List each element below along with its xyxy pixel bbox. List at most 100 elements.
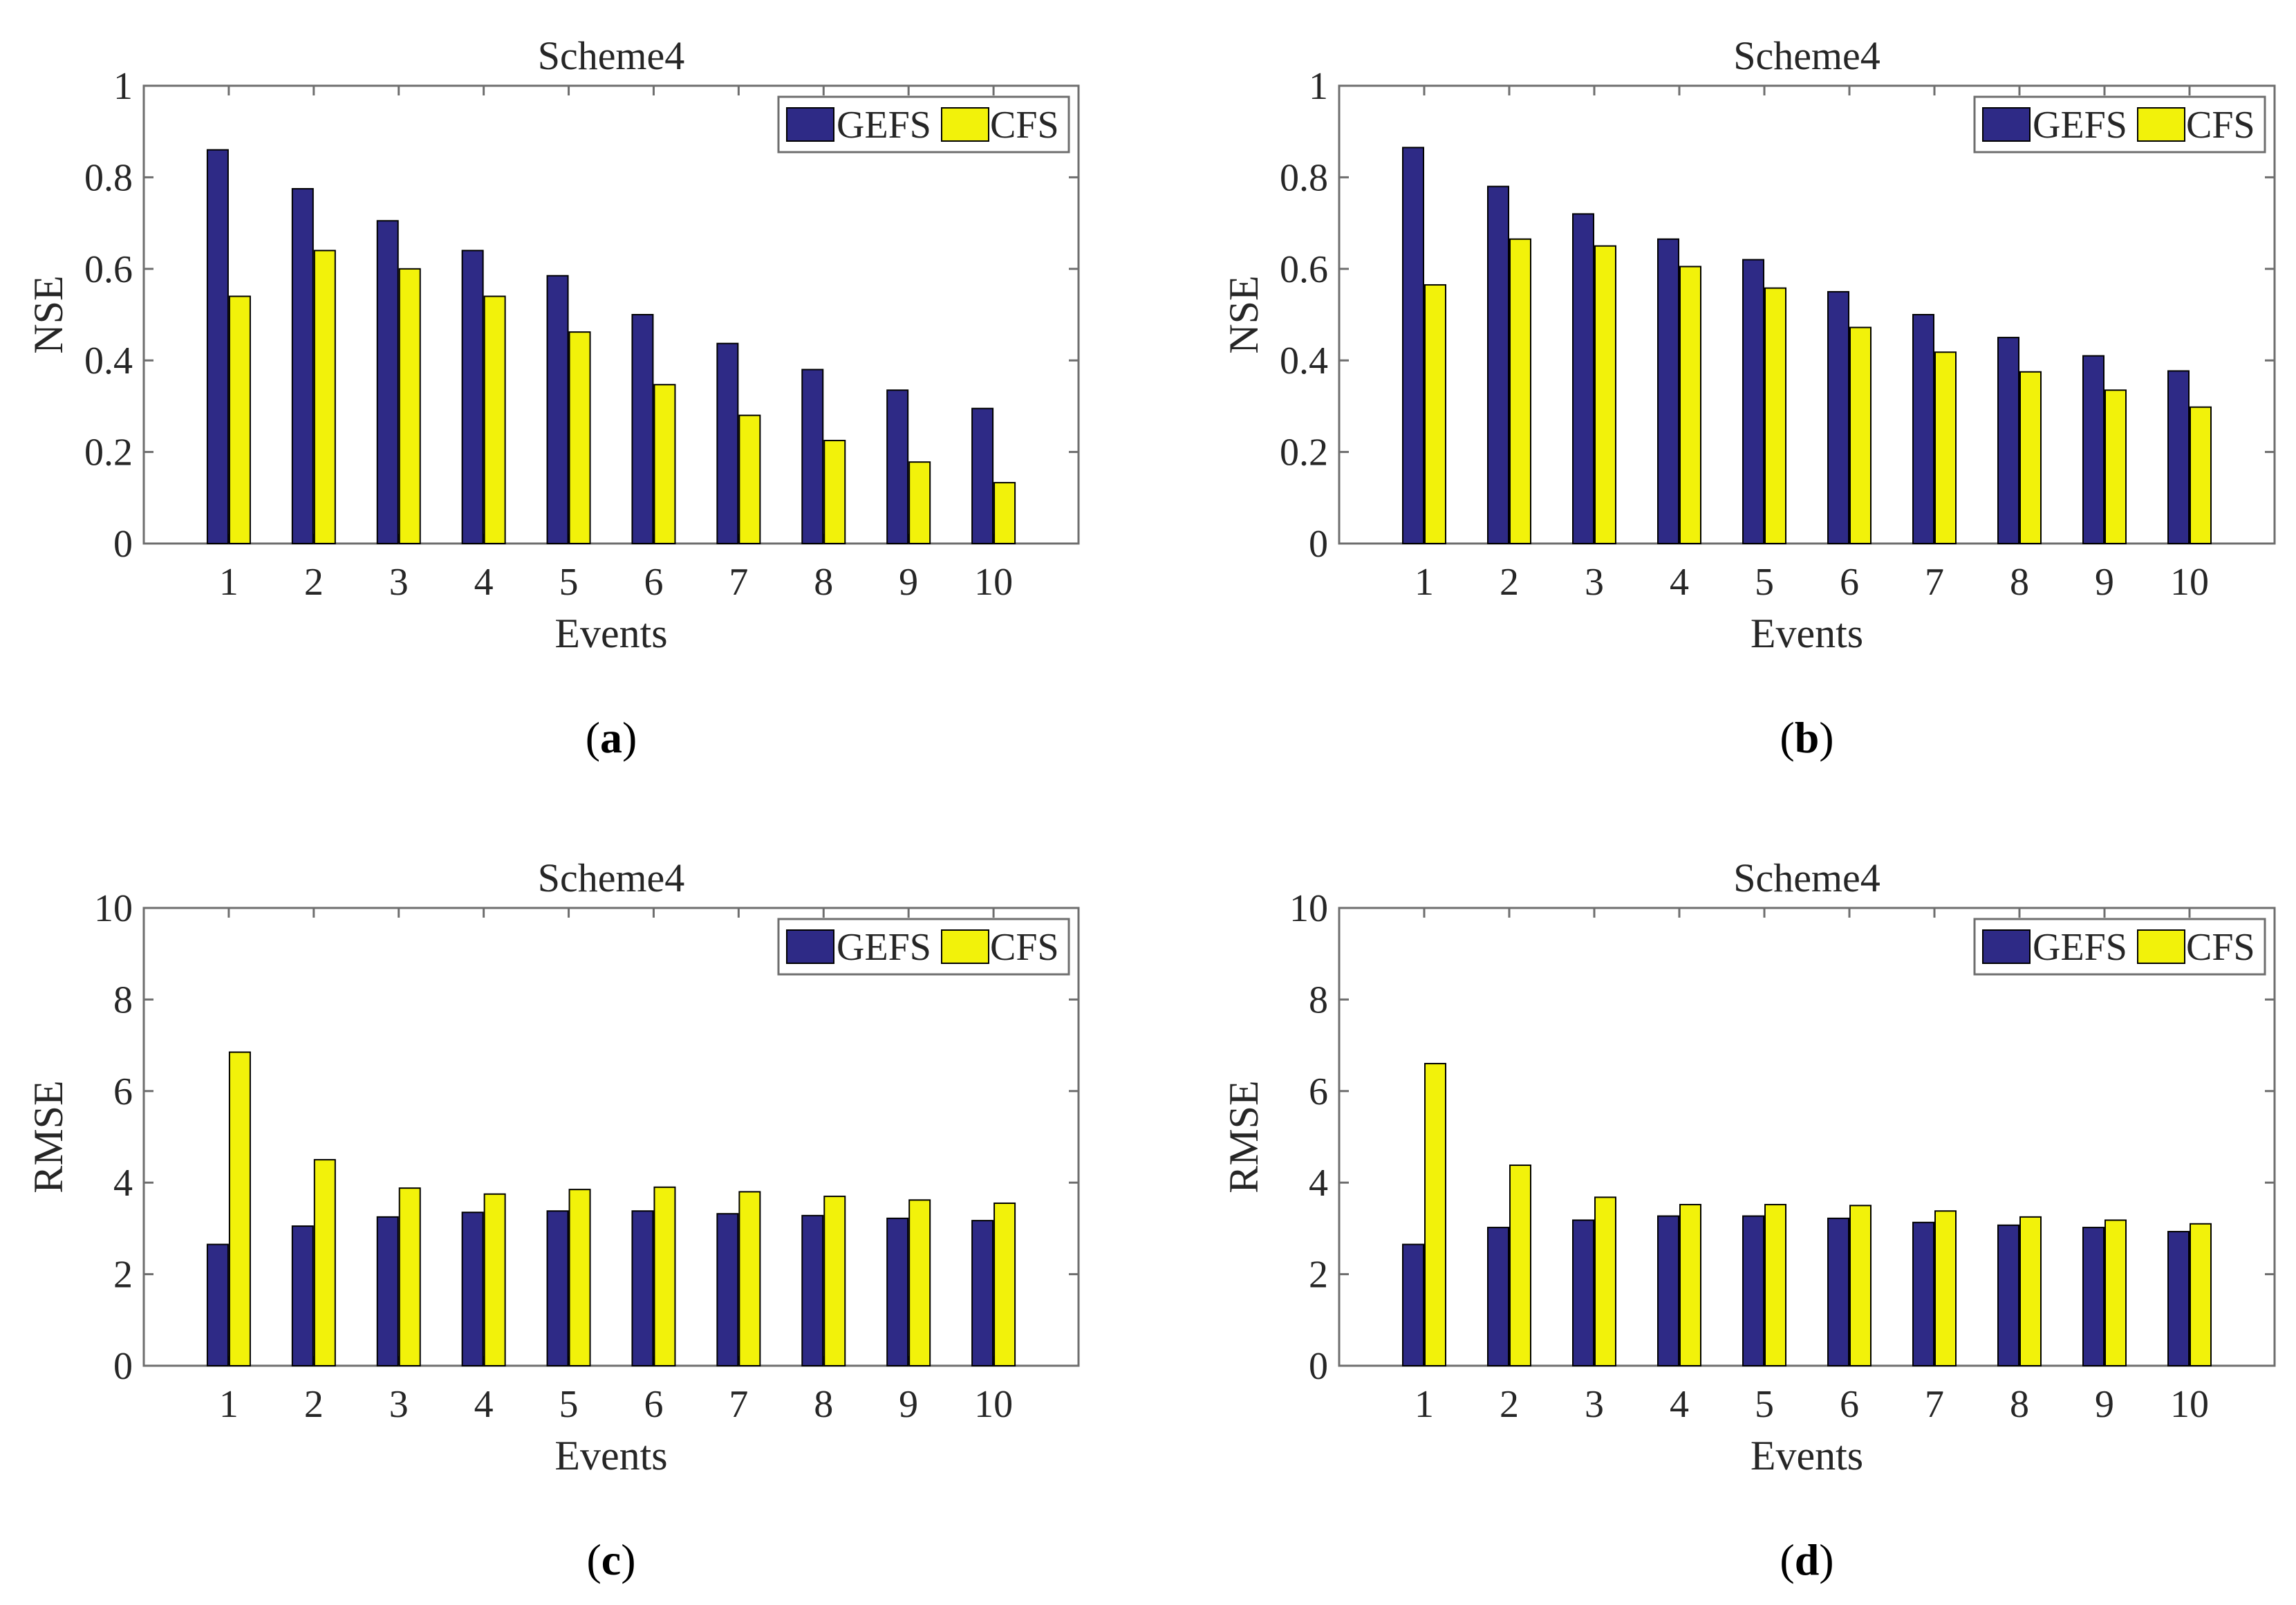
bar-cfs-event-8 [2019, 371, 2042, 544]
bar-cfs-event-2 [313, 250, 336, 544]
panel-caption: (b) [1780, 713, 1833, 762]
x-tick-label: 5 [559, 1383, 579, 1426]
bar-cfs-event-6 [653, 1186, 676, 1366]
bar-cfs-event-3 [398, 1187, 421, 1367]
bar-cfs-event-9 [908, 461, 931, 544]
y-tick-label: 6 [113, 1070, 133, 1113]
bar-cfs-event-5 [568, 1189, 591, 1366]
bar-gefs-event-8 [801, 369, 824, 544]
x-tick-label: 3 [1585, 561, 1604, 604]
legend: GEFS CFS [1973, 918, 2266, 976]
y-axis-label: NSE [26, 275, 71, 353]
bar-cfs-event-8 [2019, 1216, 2042, 1366]
legend-label-cfs: CFS [990, 104, 1059, 147]
caption-close-paren: ) [621, 1535, 635, 1584]
bar-gefs-event-6 [631, 1210, 654, 1367]
bar-gefs-event-6 [1827, 290, 1849, 544]
x-axis-label: Events [1751, 1433, 1863, 1478]
legend-swatch-gefs [786, 107, 834, 142]
x-tick-label: 10 [974, 1383, 1013, 1426]
bar-cfs-event-6 [1849, 1205, 1872, 1367]
bar-gefs-event-7 [1912, 314, 1934, 544]
x-tick-label: 2 [1500, 1383, 1519, 1426]
y-tick-label: 0 [113, 1345, 133, 1388]
y-axis-label: RMSE [26, 1080, 71, 1193]
bar-cfs-event-4 [1679, 266, 1701, 544]
y-tick-label: 10 [94, 887, 133, 930]
bar-cfs-event-7 [738, 414, 761, 545]
bar-cfs-event-10 [2190, 1223, 2212, 1367]
axes-box [142, 84, 1080, 545]
x-tick-label: 4 [474, 1383, 494, 1426]
x-tick-label: 9 [899, 561, 918, 604]
axes-box [1338, 84, 2276, 545]
y-tick-label: 4 [1309, 1162, 1328, 1205]
legend-swatch-cfs [941, 929, 989, 964]
y-tick-label: 6 [1309, 1070, 1328, 1113]
x-tick-label: 7 [729, 561, 748, 604]
caption-letter: a [600, 713, 622, 762]
x-tick-label: 1 [1415, 1383, 1434, 1426]
bar-gefs-event-4 [461, 250, 484, 544]
x-tick-label: 10 [2170, 561, 2209, 604]
y-tick-label: 8 [113, 978, 133, 1021]
caption-close-paren: ) [1819, 1535, 1833, 1584]
bar-cfs-event-10 [993, 1202, 1016, 1366]
bar-gefs-event-2 [1487, 1227, 1509, 1367]
x-axis-label: Events [554, 611, 667, 656]
legend: GEFS CFS [777, 918, 1070, 976]
x-tick-label: 4 [1670, 1383, 1689, 1426]
chart-panel-a: 0 0.2 0.4 0.6 0.8 1 1 2 3 4 5 6 7 8 9 10 Scheme4 Events NS… [26, 33, 1080, 762]
y-axis-label: NSE [1221, 275, 1267, 353]
x-tick-label: 9 [2095, 1383, 2114, 1426]
x-tick-label: 3 [389, 561, 409, 604]
x-tick-label: 8 [814, 1383, 833, 1426]
bar-gefs-event-5 [1742, 259, 1764, 544]
legend-label-cfs: CFS [2186, 104, 2255, 147]
bar-gefs-event-3 [1572, 213, 1594, 544]
bar-cfs-event-2 [1509, 1165, 1531, 1366]
bar-gefs-event-3 [1572, 1219, 1594, 1367]
panel-caption: (d) [1780, 1535, 1833, 1584]
bar-gefs-event-7 [716, 342, 739, 544]
bar-cfs-event-9 [2104, 389, 2127, 544]
bar-gefs-event-2 [1487, 185, 1509, 544]
x-tick-label: 6 [1840, 1383, 1859, 1426]
x-tick-label: 7 [729, 1383, 748, 1426]
y-tick-label: 0 [1309, 1345, 1328, 1388]
bar-cfs-event-6 [1849, 326, 1872, 544]
y-tick-label: 0 [1309, 523, 1328, 566]
y-tick-label: 1 [113, 65, 133, 108]
bar-gefs-event-5 [546, 275, 569, 544]
bar-cfs-event-8 [823, 1196, 846, 1367]
bar-gefs-event-5 [546, 1210, 569, 1367]
legend-swatch-gefs [786, 929, 834, 964]
x-tick-label: 2 [1500, 561, 1519, 604]
bar-gefs-event-1 [206, 149, 229, 544]
bar-cfs-event-1 [1424, 284, 1446, 544]
x-tick-label: 2 [304, 1383, 324, 1426]
x-tick-label: 5 [1755, 1383, 1774, 1426]
bar-gefs-event-9 [886, 1217, 909, 1367]
bar-cfs-event-4 [1679, 1203, 1701, 1366]
y-tick-label: 0.2 [84, 432, 133, 474]
chart-title: Scheme4 [538, 855, 685, 900]
chart-title: Scheme4 [1733, 33, 1880, 78]
y-tick-label: 0.8 [84, 156, 133, 199]
bar-gefs-event-8 [1997, 1224, 2019, 1366]
y-tick-label: 2 [113, 1254, 133, 1297]
legend-label-gefs: GEFS [2033, 926, 2127, 969]
y-tick-label: 0.6 [84, 248, 133, 291]
legend-swatch-cfs [941, 107, 989, 142]
x-tick-label: 1 [219, 561, 239, 604]
caption-open-paren: ( [586, 713, 600, 762]
x-tick-label: 6 [644, 1383, 663, 1426]
x-tick-label: 5 [1755, 561, 1774, 604]
caption-close-paren: ) [622, 713, 637, 762]
bar-cfs-event-5 [568, 331, 591, 544]
panel-caption: (a) [586, 713, 637, 762]
bar-gefs-event-9 [2082, 1227, 2104, 1367]
bar-cfs-event-9 [908, 1199, 931, 1366]
bar-gefs-event-8 [801, 1214, 824, 1367]
